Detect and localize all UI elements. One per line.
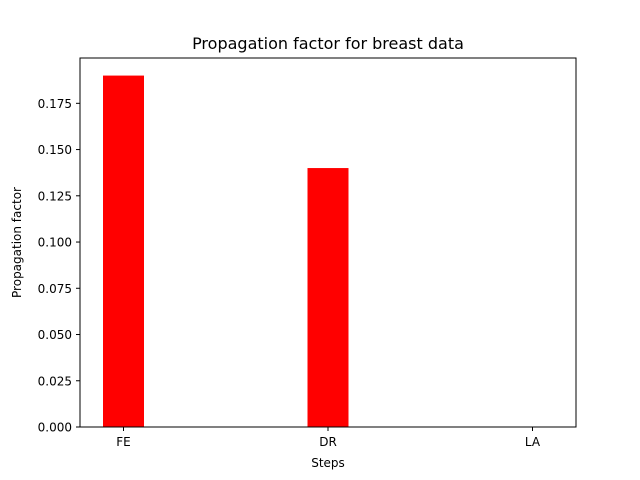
bar-fe [103,75,144,428]
x-tick-label: FE [116,435,130,449]
y-tick-label: 0.125 [38,189,72,203]
x-tick-label: LA [525,435,541,449]
chart-title: Propagation factor for breast data [192,34,464,53]
y-axis-label: Propagation factor [10,187,24,298]
y-tick-label: 0.050 [38,328,72,342]
y-tick-label: 0.000 [38,421,72,435]
y-tick-label: 0.175 [38,97,72,111]
x-tick-label: DR [319,435,337,449]
x-axis: FE DR LA [116,427,541,449]
y-axis: 0.000 0.025 0.050 0.075 0.100 0.125 0.150 0.175 [38,97,80,435]
y-tick-label: 0.075 [38,282,72,296]
x-axis-label: Steps [311,456,345,470]
y-tick-label: 0.025 [38,374,72,388]
bar-dr [307,168,349,428]
y-tick-label: 0.100 [38,236,72,250]
bars-group [103,75,349,428]
y-tick-label: 0.150 [38,143,72,157]
